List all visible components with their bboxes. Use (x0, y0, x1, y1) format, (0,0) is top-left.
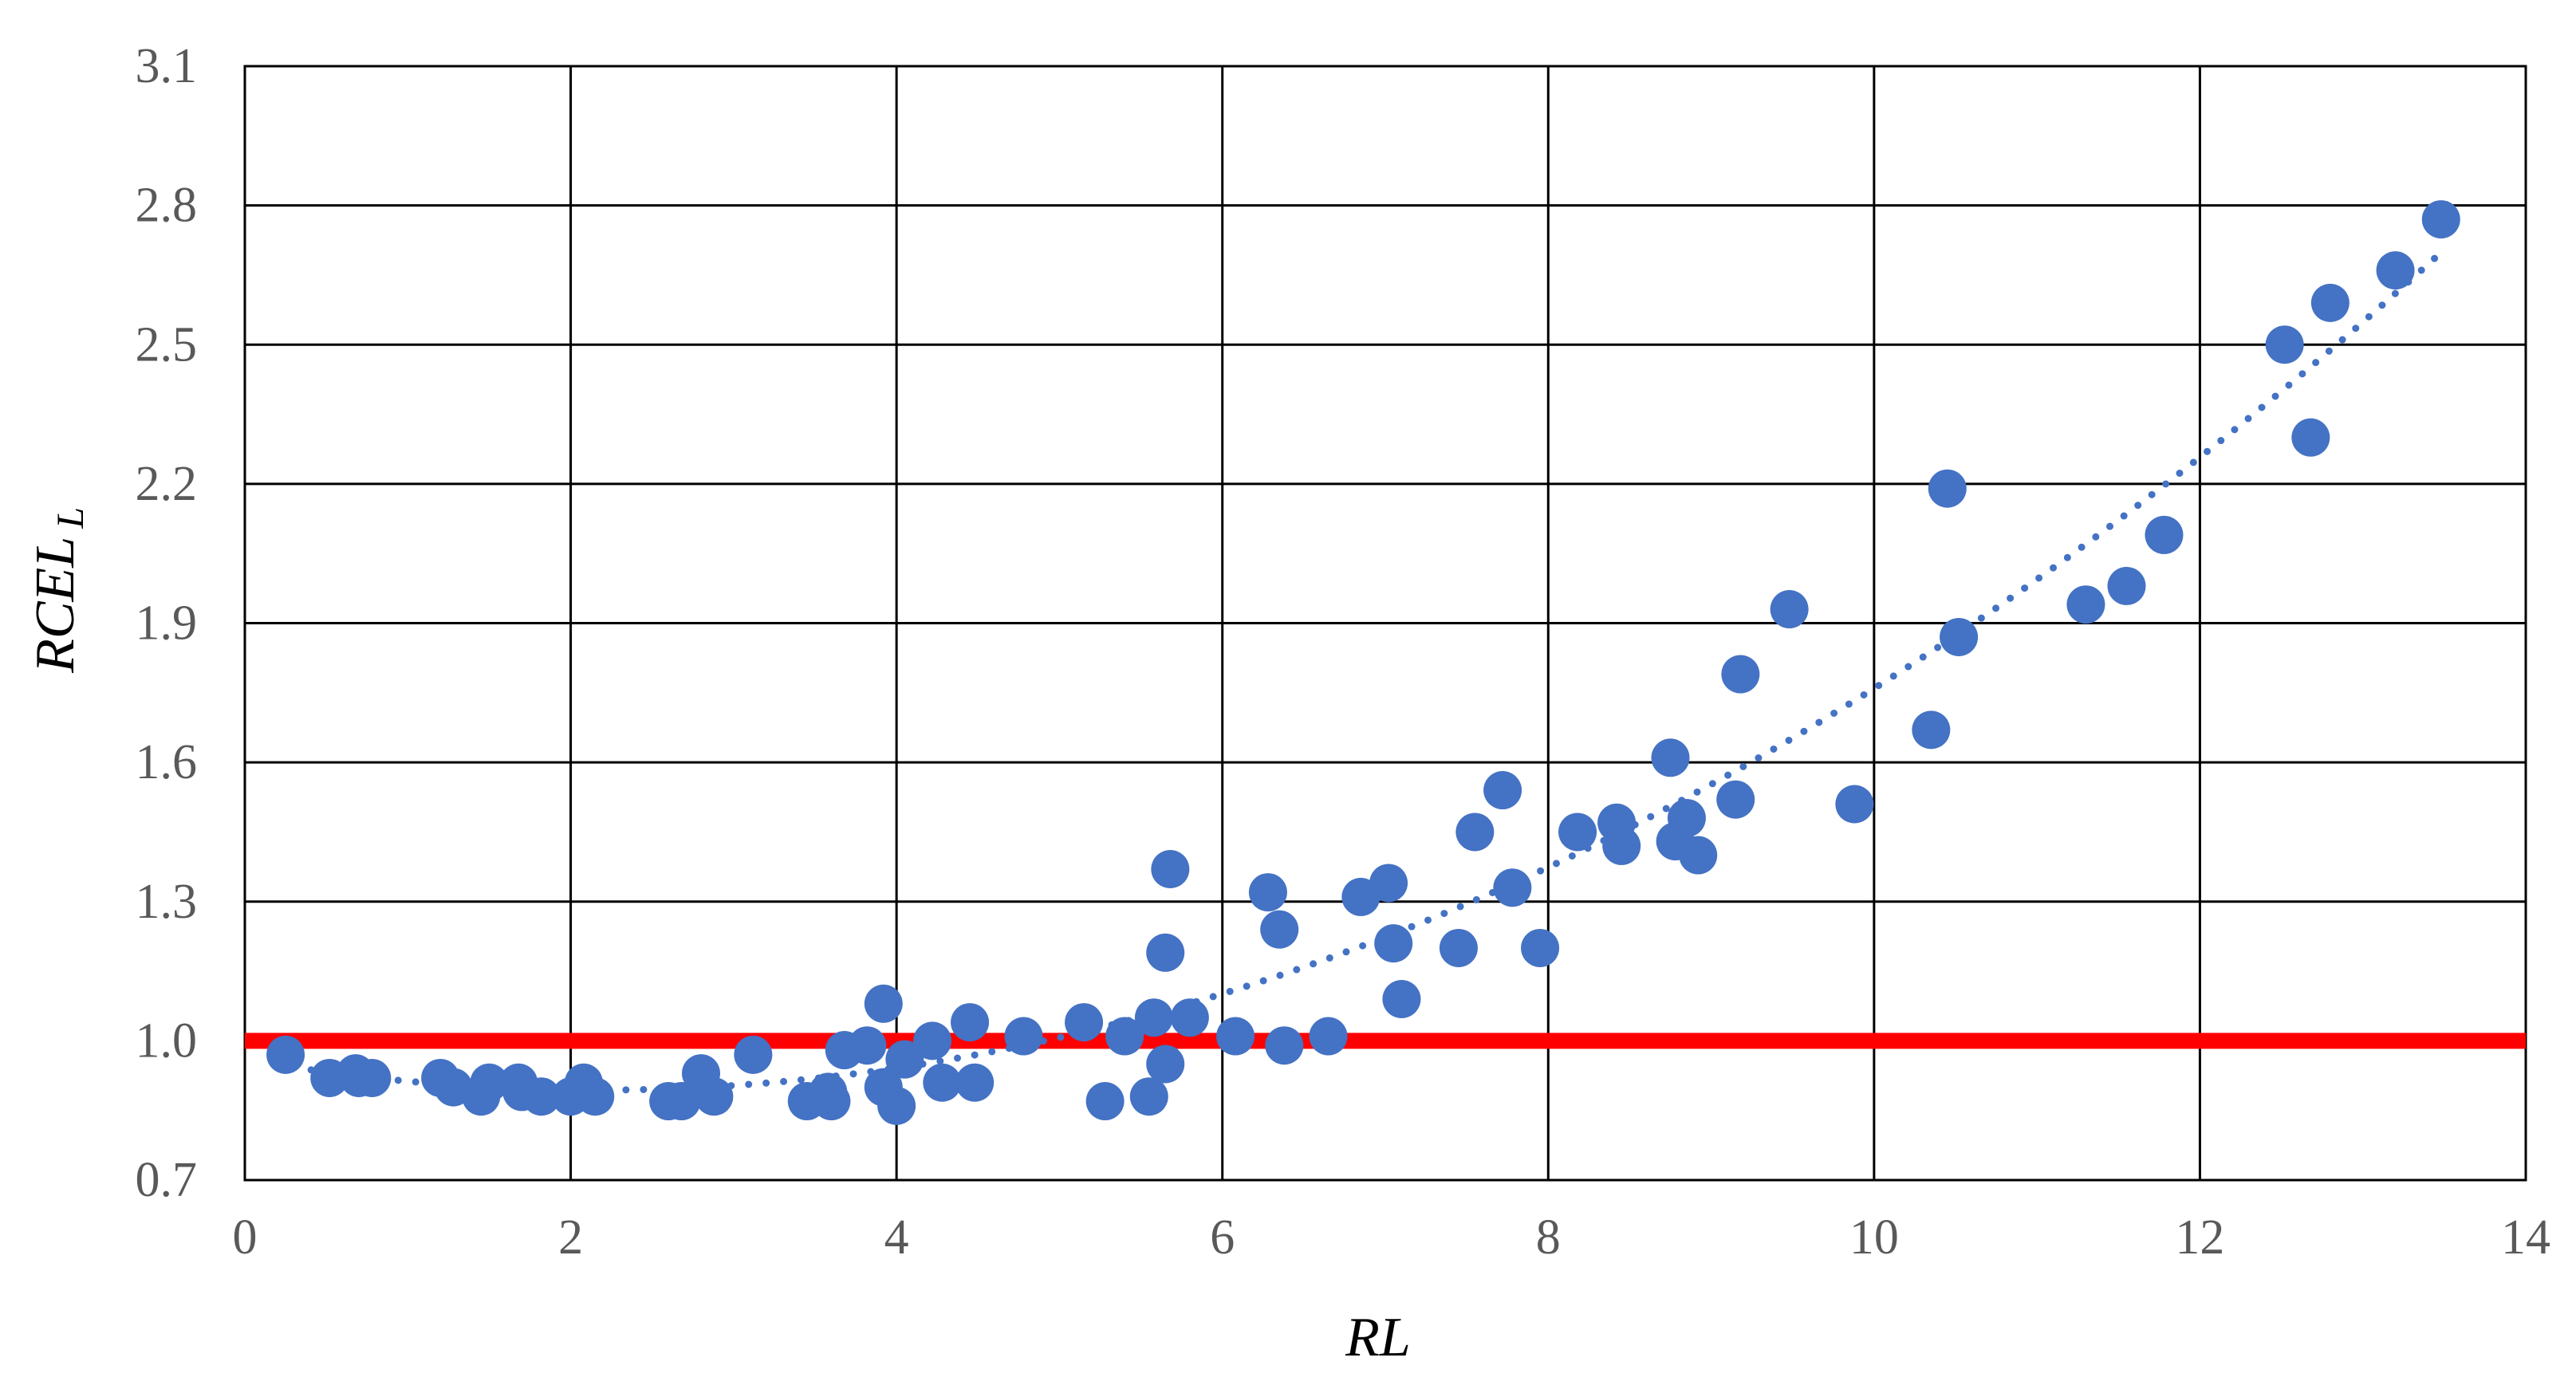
data-point (1770, 590, 1809, 629)
x-tick-label: 0 (233, 1210, 258, 1265)
data-point (877, 1086, 916, 1125)
y-tick-label: 1.6 (136, 735, 198, 789)
data-point (1483, 771, 1522, 810)
data-point (1151, 850, 1190, 889)
data-point (1558, 813, 1597, 852)
data-point (1493, 868, 1532, 907)
plot-border (243, 65, 2527, 1182)
data-point (1940, 617, 1979, 656)
data-point (951, 1003, 990, 1042)
data-point (1134, 998, 1173, 1037)
x-tick-label: 12 (2175, 1210, 2224, 1265)
data-point (1439, 928, 1478, 967)
y-axis-title: RCEL L (25, 507, 92, 674)
x-axis-title: RL (1345, 1307, 1411, 1368)
y-tick-label: 2.5 (136, 317, 198, 372)
data-point (885, 1040, 924, 1079)
data-point (2310, 283, 2350, 322)
data-point (1521, 928, 1560, 967)
data-point (1065, 1003, 1104, 1042)
x-tick-label: 10 (1849, 1210, 1899, 1265)
y-tick-label: 2.8 (136, 179, 198, 233)
data-point (1309, 1017, 1348, 1056)
data-point (695, 1077, 734, 1116)
data-point (1928, 469, 1967, 508)
x-tick-label: 8 (1536, 1210, 1561, 1265)
data-point (1382, 979, 1421, 1018)
data-point (864, 984, 903, 1023)
y-tick-label: 1.0 (136, 1013, 198, 1068)
y-tick-label: 1.3 (136, 875, 198, 929)
data-point (2066, 585, 2105, 624)
data-point (848, 1026, 887, 1065)
data-point (955, 1063, 995, 1102)
data-point (1716, 780, 1755, 819)
data-point (1721, 655, 1760, 694)
data-point (2145, 515, 2184, 554)
y-tick-label: 2.2 (136, 457, 198, 511)
data-point (1602, 826, 1641, 865)
data-point (576, 1077, 615, 1116)
data-point (1651, 738, 1690, 777)
data-point (1216, 1017, 1255, 1056)
x-tick-label: 4 (884, 1210, 909, 1265)
data-point (734, 1035, 773, 1074)
y-tick-label: 3.1 (136, 39, 198, 93)
data-point (1835, 785, 1874, 824)
data-point (1260, 910, 1299, 949)
data-point (1129, 1077, 1168, 1116)
y-axis-title-main: RCEL (25, 537, 86, 674)
data-point (2265, 325, 2304, 364)
data-point (1265, 1026, 1304, 1065)
data-point (353, 1058, 392, 1097)
data-point (1374, 924, 1413, 963)
data-point (913, 1021, 952, 1060)
data-point (1004, 1017, 1043, 1056)
data-point (1105, 1017, 1144, 1056)
data-point (1679, 836, 1718, 875)
data-point (2421, 200, 2460, 239)
data-point (1912, 710, 1951, 750)
data-point (2107, 566, 2146, 605)
data-point (2376, 251, 2415, 290)
data-point (923, 1063, 962, 1102)
y-tick-label: 1.9 (136, 596, 198, 651)
x-tick-label: 6 (1210, 1210, 1235, 1265)
y-tick-label: 0.7 (136, 1153, 198, 1207)
data-point (522, 1077, 561, 1116)
gridlines (243, 65, 2527, 1182)
y-axis-title-subscript: L (49, 507, 92, 529)
data-point (470, 1063, 509, 1102)
data-points (266, 200, 2460, 1125)
data-point (1170, 998, 1209, 1037)
data-point (1085, 1082, 1125, 1121)
data-point (1146, 933, 1185, 972)
x-tick-label: 14 (2501, 1210, 2550, 1265)
y-axis-title-group: RCEL L (25, 507, 92, 674)
data-point (1146, 1045, 1185, 1084)
data-point (1667, 798, 1706, 837)
data-point (1369, 864, 1408, 903)
data-point (266, 1035, 305, 1074)
data-point (812, 1082, 851, 1121)
data-point (1455, 813, 1495, 852)
data-point (2291, 418, 2330, 457)
data-point (662, 1082, 701, 1121)
x-tick-label: 2 (558, 1210, 583, 1265)
tick-labels: 0 2 4 6 8 10 12 14 0.7 1.0 1.3 1.6 1.9 2.2 2.5 2.8 3.1 (136, 39, 2551, 1265)
data-point (1248, 873, 1287, 912)
